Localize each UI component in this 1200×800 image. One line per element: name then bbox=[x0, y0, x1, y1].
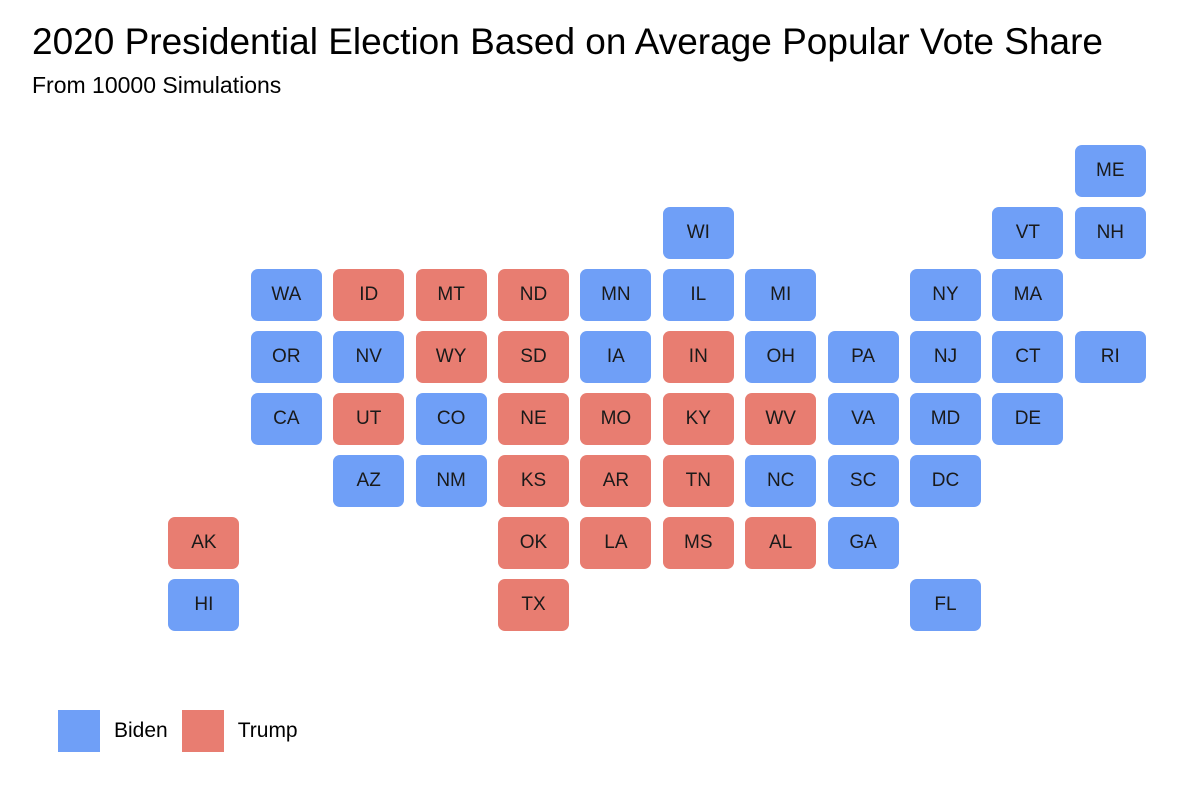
state-tile-in: IN bbox=[662, 331, 734, 383]
state-tile-or: OR bbox=[250, 331, 322, 383]
state-tile-mn: MN bbox=[580, 269, 652, 321]
state-tile-wy: WY bbox=[415, 331, 487, 383]
state-tile-ms: MS bbox=[662, 517, 734, 569]
state-tile-id: ID bbox=[333, 269, 405, 321]
legend-swatch-biden bbox=[58, 710, 100, 752]
state-tile-me: ME bbox=[1074, 145, 1146, 197]
state-tile-ak: AK bbox=[168, 517, 240, 569]
state-tile-ma: MA bbox=[992, 269, 1064, 321]
legend-item-biden: Biden bbox=[58, 710, 168, 752]
state-tile-tx: TX bbox=[498, 579, 569, 631]
state-tile-ca: CA bbox=[250, 393, 322, 445]
state-tile-ne: NE bbox=[498, 393, 569, 445]
state-tile-hi: HI bbox=[168, 579, 240, 631]
state-tile-pa: PA bbox=[827, 331, 899, 383]
state-tile-tn: TN bbox=[662, 455, 734, 507]
state-tile-la: LA bbox=[580, 517, 652, 569]
state-tile-ct: CT bbox=[992, 331, 1064, 383]
legend-label-biden: Biden bbox=[114, 719, 168, 742]
state-tile-nd: ND bbox=[498, 269, 569, 321]
state-tile-ia: IA bbox=[580, 331, 652, 383]
state-tile-va: VA bbox=[827, 393, 899, 445]
state-tile-il: IL bbox=[662, 269, 734, 321]
legend: Biden Trump bbox=[58, 709, 312, 753]
state-tile-ky: KY bbox=[662, 393, 734, 445]
state-tile-vt: VT bbox=[992, 207, 1064, 259]
state-tile-wv: WV bbox=[745, 393, 817, 445]
state-tile-nj: NJ bbox=[910, 331, 981, 383]
state-tile-nh: NH bbox=[1074, 207, 1146, 259]
state-tile-nc: NC bbox=[745, 455, 817, 507]
state-tile-ar: AR bbox=[580, 455, 652, 507]
state-tile-ny: NY bbox=[910, 269, 981, 321]
state-tile-ok: OK bbox=[498, 517, 569, 569]
legend-swatch-trump bbox=[181, 710, 224, 752]
state-tile-al: AL bbox=[745, 517, 817, 569]
state-tile-mt: MT bbox=[415, 269, 487, 321]
state-tile-ga: GA bbox=[827, 517, 899, 569]
legend-item-trump: Trump bbox=[181, 710, 298, 752]
state-tile-md: MD bbox=[910, 393, 981, 445]
state-tile-az: AZ bbox=[333, 455, 405, 507]
state-tile-dc: DC bbox=[910, 455, 981, 507]
legend-label-trump: Trump bbox=[237, 719, 298, 742]
state-tile-mi: MI bbox=[745, 269, 817, 321]
state-tile-nm: NM bbox=[415, 455, 487, 507]
state-tile-co: CO bbox=[415, 393, 487, 445]
state-tile-ks: KS bbox=[498, 455, 569, 507]
state-tile-ri: RI bbox=[1074, 331, 1146, 383]
state-tile-wa: WA bbox=[250, 269, 322, 321]
state-tile-fl: FL bbox=[910, 579, 981, 631]
state-tile-nv: NV bbox=[333, 331, 405, 383]
chart-subtitle: From 10000 Simulations bbox=[32, 72, 282, 98]
state-tile-sd: SD bbox=[498, 331, 569, 383]
chart-title: 2020 Presidential Election Based on Aver… bbox=[32, 21, 1104, 62]
state-tile-oh: OH bbox=[745, 331, 817, 383]
state-tile-wi: WI bbox=[662, 207, 734, 259]
state-tile-sc: SC bbox=[827, 455, 899, 507]
state-tile-ut: UT bbox=[333, 393, 405, 445]
state-tile-mo: MO bbox=[580, 393, 652, 445]
state-tile-de: DE bbox=[992, 393, 1064, 445]
